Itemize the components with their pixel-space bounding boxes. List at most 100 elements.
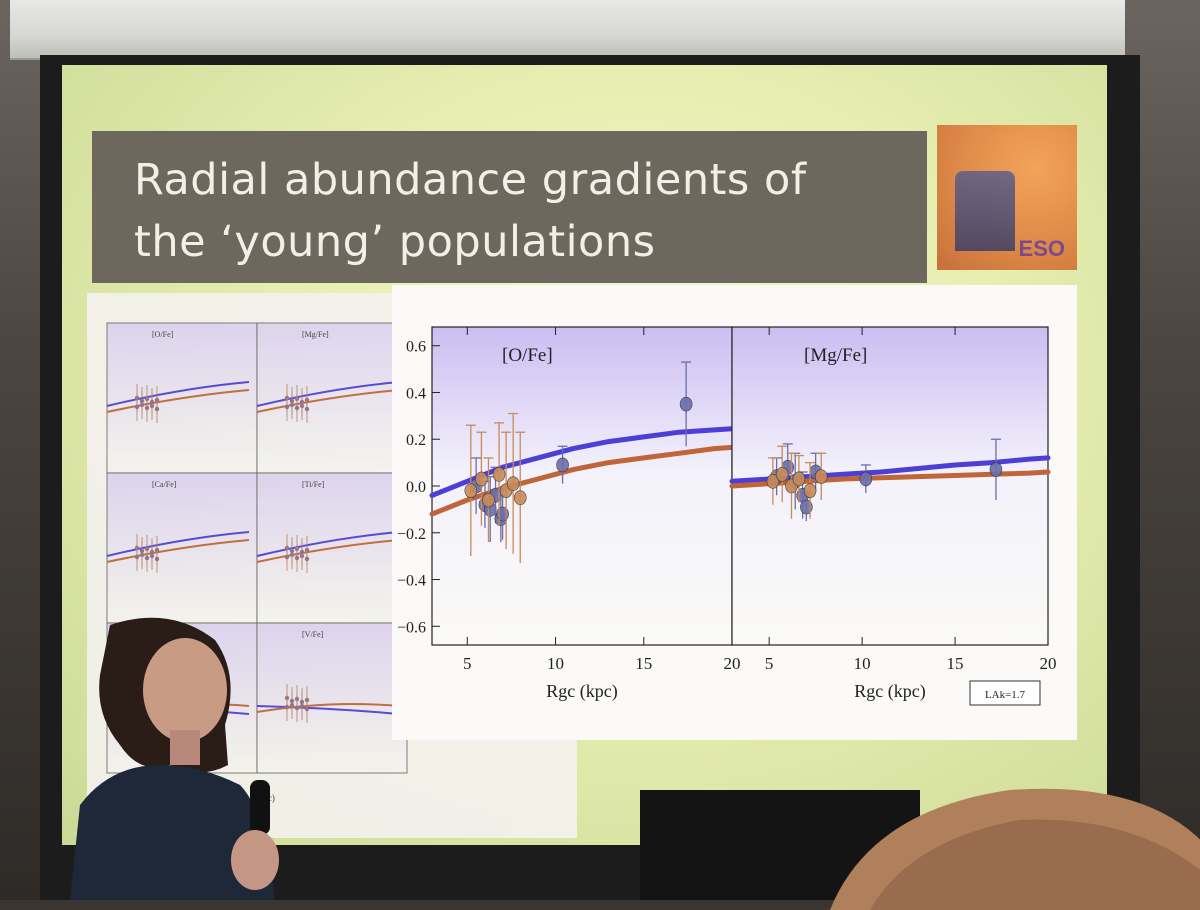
data-point	[506, 476, 520, 491]
eso-logo: ESO	[937, 125, 1077, 270]
small-model-line-orange	[256, 703, 400, 713]
small-model-line-orange	[106, 539, 250, 563]
small-model-line-blue	[106, 381, 250, 407]
data-point	[482, 492, 495, 508]
small-model-line-blue	[256, 531, 400, 557]
small-data-point	[299, 699, 305, 705]
small-data-point	[294, 705, 300, 711]
data-point	[679, 396, 693, 412]
small-data-point	[154, 556, 160, 562]
small-model-line-blue	[256, 705, 400, 715]
small-model-line-orange	[256, 389, 400, 413]
slide-title-line-2: the ‘young’ populations	[134, 217, 656, 267]
x-tick-label: 5	[765, 654, 774, 673]
small-panel-1: [Mg/Fe]	[256, 322, 408, 474]
small-data-point	[304, 556, 310, 562]
small-data-point	[144, 405, 150, 411]
small-panel-2: [Ca/Fe]	[106, 472, 258, 624]
data-point	[556, 457, 569, 473]
small-data-point	[299, 549, 305, 555]
small-data-point	[294, 555, 300, 561]
projection-screen-roller	[10, 0, 1125, 60]
x-axis-label: Rgc (kpc)	[854, 681, 925, 702]
data-point	[475, 471, 488, 487]
small-data-point	[284, 704, 290, 710]
slide-title-line-1: Radial abundance gradients of	[134, 155, 807, 205]
x-axis-label: Rgc (kpc)	[546, 681, 617, 702]
small-model-line-blue	[256, 381, 400, 407]
legend-box	[969, 680, 1041, 706]
small-model-line-orange	[106, 389, 250, 413]
data-point	[803, 483, 817, 498]
small-data-point	[289, 548, 295, 554]
x-tick-label: 5	[463, 654, 472, 673]
x-tick-label: 15	[635, 654, 652, 673]
chart-panel-mgfe: 5 10 15 20 [Mg/Fe] Rgc (kpc) LAk=1.7	[729, 326, 1057, 706]
small-plot-frame	[256, 622, 408, 774]
small-data-point	[284, 554, 290, 560]
y-tick-label: 0.0	[406, 479, 426, 496]
data-point	[989, 462, 1003, 477]
panel-title: [Mg/Fe]	[804, 345, 867, 366]
slide-title: Radial abundance gradients of the ‘young…	[134, 149, 924, 273]
legend-text: LAk=1.7	[985, 689, 1026, 701]
data-point	[814, 469, 828, 484]
data-point	[800, 499, 813, 515]
small-data-point	[144, 555, 150, 561]
y-tick-label: 0.6	[406, 339, 426, 356]
small-data-point	[289, 698, 295, 704]
x-tick-label: 15	[947, 654, 964, 673]
small-data-point	[154, 406, 160, 412]
small-panel-0: [O/Fe]	[106, 322, 258, 474]
y-tick-label: −0.6	[397, 619, 426, 636]
small-panel-title: [O/Fe]	[152, 330, 174, 339]
small-data-point	[304, 706, 310, 712]
audience-head-silhouette	[830, 788, 1200, 910]
x-tick-label: 10	[854, 654, 871, 673]
small-data-point	[294, 405, 300, 411]
small-panel-5: [V/Fe]	[256, 622, 408, 774]
x-tick-label: 20	[724, 654, 741, 673]
panel-title: [O/Fe]	[502, 345, 553, 366]
chart-panel-ofe: 5 10 15 20 −0.6 −0.4 −0.2 0.0 0.2 0.4 0.6 [O/Fe] Rgc…	[397, 326, 741, 702]
plot-area	[732, 327, 1048, 645]
y-tick-label: 0.2	[406, 432, 426, 449]
small-panel-title: [V/Fe]	[302, 630, 324, 639]
small-data-point	[299, 399, 305, 405]
presenter-silhouette	[70, 617, 279, 900]
small-data-point	[134, 404, 140, 410]
small-data-point	[284, 404, 290, 410]
small-panel-3: [Ti/Fe]	[256, 472, 408, 624]
x-tick-label: 20	[1040, 654, 1057, 673]
y-tick-label: −0.4	[397, 573, 426, 590]
small-data-point	[149, 549, 155, 555]
main-figure-svg: 5 10 15 20 −0.6 −0.4 −0.2 0.0 0.2 0.4 0.6 [O/Fe] Rgc…	[397, 326, 1057, 706]
y-tick-label: 0.4	[406, 385, 426, 402]
small-data-point	[304, 406, 310, 412]
data-point	[859, 471, 873, 487]
small-data-point	[139, 398, 145, 404]
data-point	[792, 471, 806, 487]
x-tick-label: 10	[547, 654, 564, 673]
small-data-point	[134, 554, 140, 560]
small-model-line-blue	[106, 531, 250, 557]
y-tick-label: −0.2	[397, 526, 426, 543]
small-panel-title: [Ca/Fe]	[152, 480, 177, 489]
telescope-icon	[955, 171, 1015, 251]
small-model-line-orange	[256, 539, 400, 563]
data-point	[464, 483, 478, 498]
slide-title-bar: Radial abundance gradients of the ‘young…	[92, 131, 927, 283]
small-data-point	[289, 398, 295, 404]
data-point	[492, 467, 506, 482]
data-point	[766, 474, 780, 489]
data-point	[513, 490, 527, 505]
data-point	[496, 506, 509, 522]
presentation-slide: Radial abundance gradients of the ‘young…	[62, 65, 1107, 845]
data-point	[775, 467, 789, 482]
main-figure: 5 10 15 20 −0.6 −0.4 −0.2 0.0 0.2 0.4 0.6 [O/Fe] Rgc…	[392, 285, 1077, 740]
eso-logo-text: ESO	[1018, 236, 1065, 261]
small-panel-title: [Mg/Fe]	[302, 330, 329, 339]
small-panel-title: [Ti/Fe]	[302, 480, 325, 489]
small-data-point	[149, 399, 155, 405]
small-data-point	[139, 548, 145, 554]
